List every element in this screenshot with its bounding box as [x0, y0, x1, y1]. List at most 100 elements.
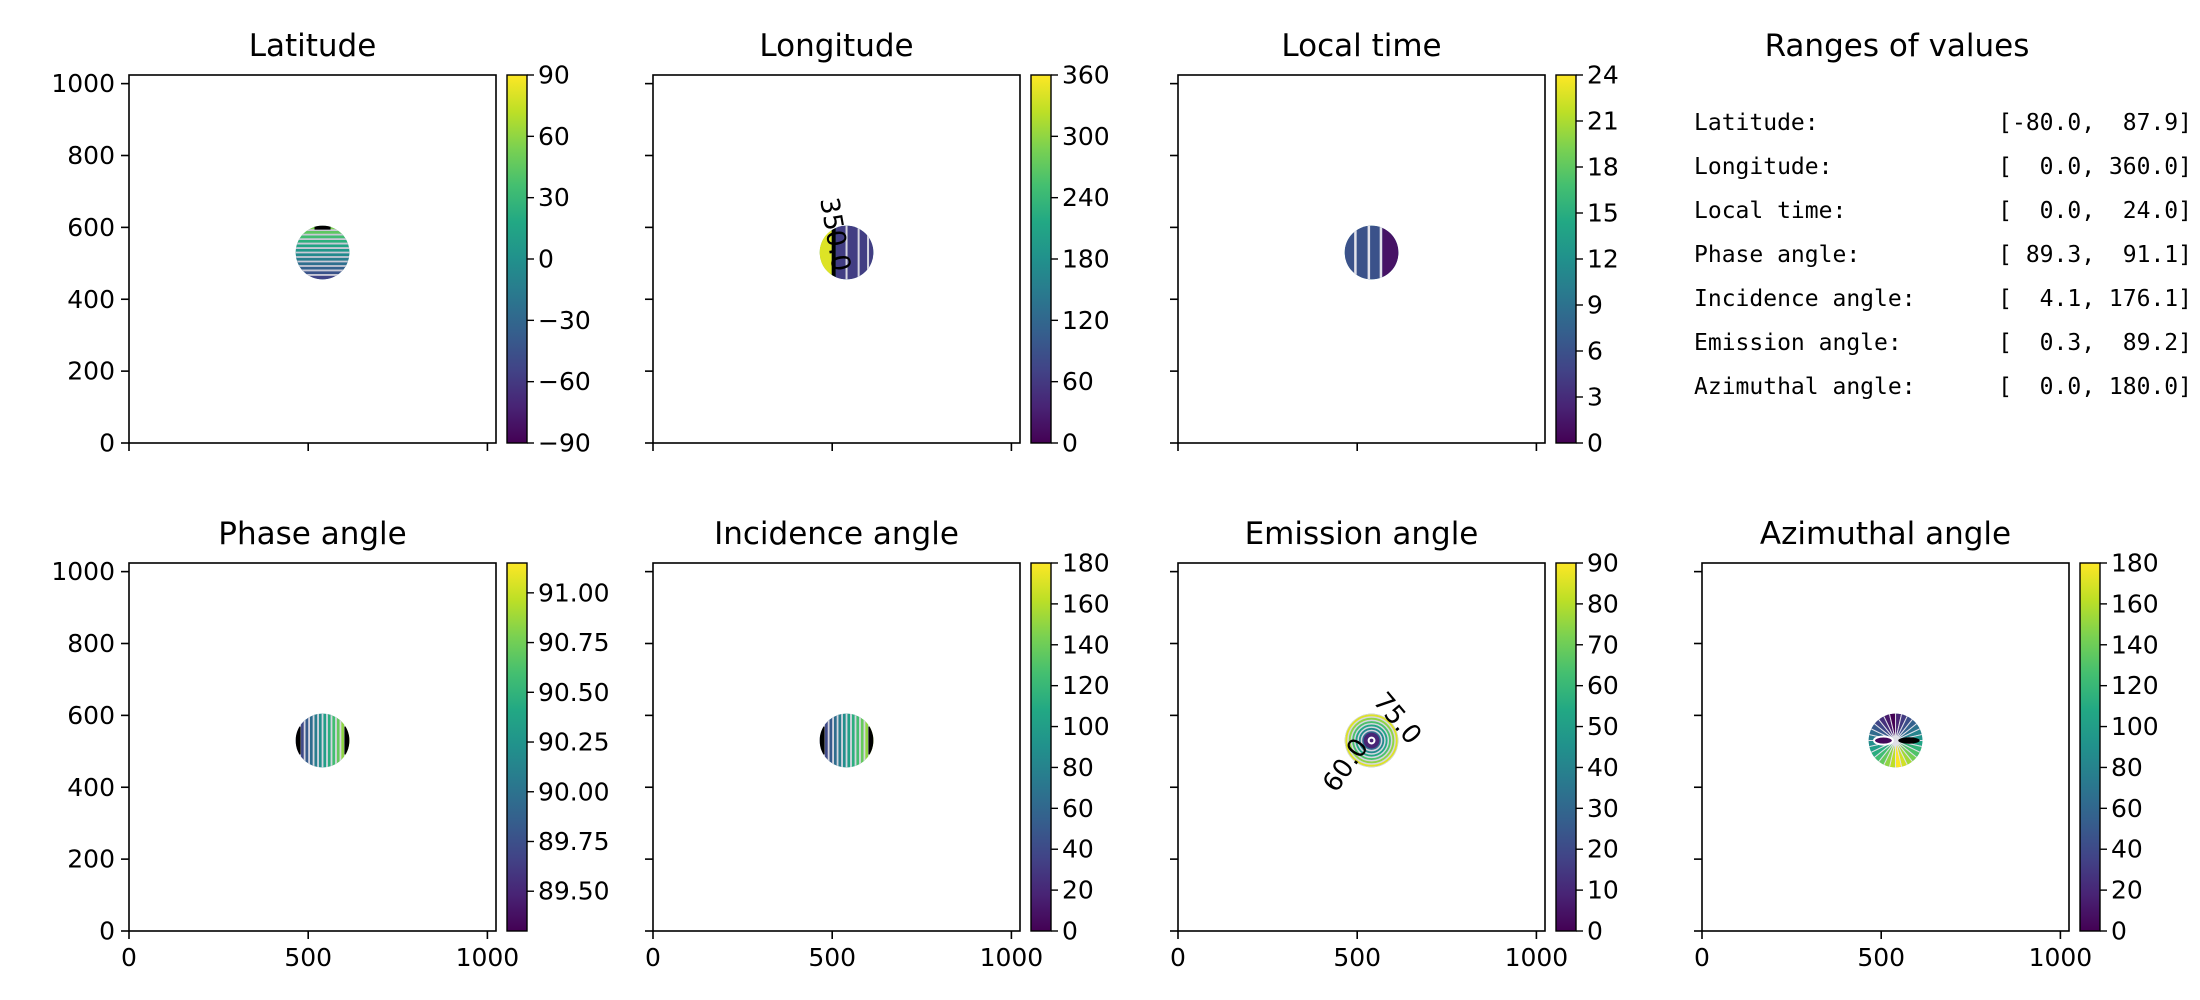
local-time-colorbar-tick-label: 18 — [1587, 153, 1619, 182]
phase-angle-ytick-label: 400 — [67, 773, 115, 802]
latitude-title: Latitude — [249, 28, 377, 64]
ranges-row-value: [ 0.3, 89.2] — [1998, 330, 2192, 356]
phase-angle-colorbar — [506, 562, 528, 932]
incidence-angle-colorbar-tick-label: 0 — [1062, 917, 1078, 946]
ranges-row-label: Incidence angle: — [1694, 286, 1916, 312]
longitude-contour-label-0: 350.0 — [813, 195, 855, 274]
ranges-rows: Latitude: [-80.0, 87.9] Longitude: [ 0.0, 3… — [1694, 110, 2192, 400]
longitude-title: Longitude — [759, 28, 913, 64]
latitude-ytick-label: 600 — [67, 213, 115, 242]
latitude-ytick-label: 0 — [99, 429, 115, 458]
latitude-ytick-label: 1000 — [51, 69, 115, 98]
ranges-row-value: [ 89.3, 91.1] — [1998, 242, 2192, 268]
ranges-row-value: [ 0.0, 180.0] — [1998, 374, 2192, 400]
azimuthal-angle-colorbar — [2079, 562, 2101, 932]
emission-angle-axes — [1177, 562, 1546, 932]
phase-angle-colorbar-tick-label: 90.50 — [538, 678, 610, 707]
azimuthal-angle-colorbar-tick-label: 180 — [2111, 549, 2159, 578]
local-time-colorbar-tick-label: 0 — [1587, 429, 1603, 458]
phase-angle-xtick-label: 1000 — [456, 943, 520, 972]
ranges-row-label: Latitude: — [1694, 110, 1819, 136]
azimuthal-angle-colorbar-tick-label: 60 — [2111, 794, 2143, 823]
ranges-row-label: Phase angle: — [1694, 242, 1860, 268]
local-time-colorbar — [1555, 74, 1577, 444]
emission-angle-colorbar-tick-label: 10 — [1587, 876, 1619, 905]
latitude-disk — [295, 225, 350, 280]
latitude-colorbar — [506, 74, 528, 444]
azimuthal-angle-colorbar-tick-label: 160 — [2111, 589, 2159, 618]
local-time-colorbar-tick-label: 24 — [1587, 61, 1619, 90]
emission-angle-xtick-label: 1000 — [1505, 943, 1569, 972]
phase-angle-colorbar-tick-label: 90.75 — [538, 628, 610, 657]
ranges-panel: Ranges of values Latitude: [-80.0, 87.9]L… — [1694, 28, 2192, 400]
emission-angle-colorbar-tick-label: 0 — [1587, 917, 1603, 946]
azimuthal-angle-panel: Azimuthal angle 0 500 1000 180 160 140 120 100 80… — [1694, 516, 2159, 972]
latitude-colorbar-tick-label: 60 — [538, 122, 570, 151]
emission-angle-title: Emission angle — [1245, 516, 1479, 552]
phase-angle-disk — [295, 713, 350, 768]
ranges-row-label: Local time: — [1694, 198, 1846, 224]
phase-angle-colorbar-tick-label: 89.50 — [538, 877, 610, 906]
incidence-angle-title: Incidence angle — [714, 516, 959, 552]
phase-angle-ytick-label: 0 — [99, 917, 115, 946]
local-time-colorbar-tick-label: 9 — [1587, 291, 1603, 320]
latitude-colorbar-tick-label: −30 — [538, 306, 591, 335]
longitude-colorbar-tick-label: 240 — [1062, 183, 1110, 212]
phase-angle-colorbar-tick-label: 91.00 — [538, 578, 610, 607]
phase-angle-colorbar-tick-label: 90.25 — [538, 728, 610, 757]
azimuthal-angle-colorbar-tick-label: 80 — [2111, 753, 2143, 782]
emission-angle-colorbar-tick-label: 40 — [1587, 753, 1619, 782]
ranges-row-value: [ 4.1, 176.1] — [1998, 286, 2192, 312]
phase-angle-colorbar-tick-label: 89.75 — [538, 827, 610, 856]
incidence-angle-panel: Incidence angle 0 500 1000 180 160 140 120 100 80… — [645, 516, 1110, 972]
incidence-angle-colorbar-tick-label: 60 — [1062, 794, 1094, 823]
ranges-row-label: Azimuthal angle: — [1694, 374, 1916, 400]
incidence-angle-axes — [652, 562, 1021, 932]
incidence-angle-colorbar-tick-label: 180 — [1062, 549, 1110, 578]
local-time-colorbar-tick-label: 15 — [1587, 199, 1619, 228]
phase-angle-axes — [128, 562, 497, 932]
emission-angle-colorbar-tick-label: 20 — [1587, 835, 1619, 864]
phase-angle-xtick-label: 500 — [284, 943, 332, 972]
incidence-angle-colorbar-tick-label: 20 — [1062, 876, 1094, 905]
azimuthal-angle-colorbar-tick-label: 40 — [2111, 835, 2143, 864]
latitude-axes — [128, 74, 497, 444]
emission-angle-colorbar-tick-label: 50 — [1587, 712, 1619, 741]
latitude-panel: Latitude 0 200 400 600 800 1000 90 60 30 0 −30 −60 −9… — [51, 28, 590, 458]
emission-angle-colorbar-tick-label: 90 — [1587, 549, 1619, 578]
incidence-angle-colorbar-tick-label: 80 — [1062, 753, 1094, 782]
longitude-colorbar-tick-label: 60 — [1062, 367, 1094, 396]
phase-angle-colorbar-tick-label: 90.00 — [538, 777, 610, 806]
longitude-colorbar-tick-label: 180 — [1062, 245, 1110, 274]
ranges-row-value: [ 0.0, 360.0] — [1998, 154, 2192, 180]
phase-angle-ytick-label: 600 — [67, 701, 115, 730]
local-time-panel: Local time 24 21 18 15 12 9 6 3 0 — [1170, 28, 1619, 458]
phase-angle-ytick-label: 1000 — [51, 557, 115, 586]
ranges-row-label: Longitude: — [1694, 154, 1832, 180]
local-time-title: Local time — [1281, 28, 1441, 64]
phase-angle-ytick-label: 200 — [67, 845, 115, 874]
longitude-colorbar-tick-label: 360 — [1062, 61, 1110, 90]
azimuthal-angle-xtick-label: 0 — [1694, 943, 1710, 972]
phase-angle-panel: Phase angle 0 500 1000 0 200 400 600 800 1000 91.0… — [51, 516, 609, 972]
latitude-colorbar-tick-label: 30 — [538, 183, 570, 212]
azimuthal-angle-colorbar-tick-label: 0 — [2111, 917, 2127, 946]
phase-angle-ytick-label: 800 — [67, 629, 115, 658]
azimuthal-angle-colorbar-tick-label: 100 — [2111, 712, 2159, 741]
latitude-colorbar-tick-label: 90 — [538, 61, 570, 90]
incidence-angle-colorbar-tick-label: 160 — [1062, 589, 1110, 618]
phase-angle-title: Phase angle — [218, 516, 406, 552]
ranges-title: Ranges of values — [1765, 28, 2030, 64]
incidence-angle-colorbar-tick-label: 40 — [1062, 835, 1094, 864]
emission-angle-colorbar-tick-label: 70 — [1587, 630, 1619, 659]
emission-angle-colorbar-tick-label: 80 — [1587, 589, 1619, 618]
longitude-colorbar-tick-label: 120 — [1062, 306, 1110, 335]
azimuthal-angle-colorbar-tick-label: 20 — [2111, 876, 2143, 905]
longitude-colorbar-tick-label: 300 — [1062, 122, 1110, 151]
incidence-angle-colorbar — [1030, 562, 1052, 932]
incidence-angle-xtick-label: 0 — [645, 943, 661, 972]
local-time-axes — [1177, 74, 1546, 444]
latitude-ytick-label: 800 — [67, 141, 115, 170]
local-time-colorbar-tick-label: 3 — [1587, 383, 1603, 412]
